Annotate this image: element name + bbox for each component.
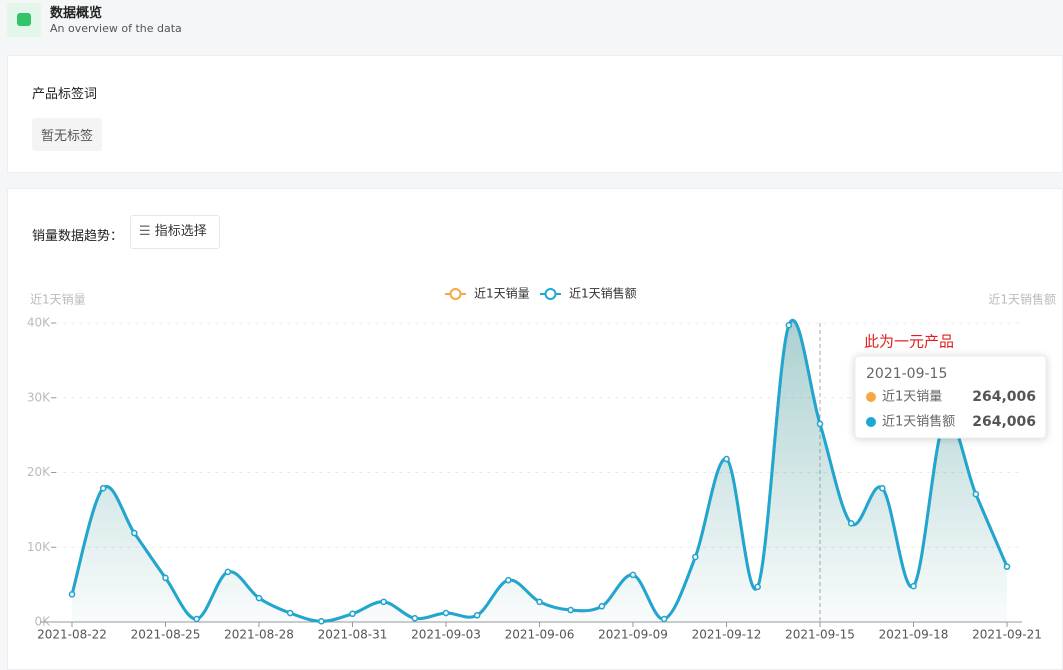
x-tick-label: 2021-09-06 [505,628,575,642]
metric-button[interactable]: ☰ 指标选择 [130,215,220,249]
point [224,568,232,576]
point [723,455,730,463]
point [972,490,980,498]
metric-button-label: 指标选择 [154,224,207,239]
point [380,598,387,606]
tooltip [854,355,1047,439]
tooltip-date: 2021-09-15 [866,366,947,382]
y-tick-label: 20K [27,465,51,479]
header-subtitle: An overview of the data [50,22,182,35]
x-tick-label: 2021-08-28 [224,628,294,642]
point [567,606,574,614]
tag-title: 产品标签词 [32,87,98,102]
x-tick-label: 2021-09-18 [879,628,949,642]
y-axis-label: 近1天销量 [30,293,86,307]
tooltip-name: 近1天销量 [882,390,942,405]
point [816,420,824,428]
point [411,615,419,622]
y2-axis-label: 近1天销售额 [988,292,1056,307]
x-tick-label: 2021-08-31 [318,628,388,642]
point [879,484,886,492]
point [473,612,481,619]
point [442,609,450,617]
point [131,529,138,537]
x-tick-label: 2021-09-15 [785,628,855,642]
trend-title: 销量数据趋势： [32,229,124,244]
x-tick-label: 2021-09-21 [972,628,1042,642]
x-tick-label: 2021-09-03 [411,628,481,642]
point [193,615,200,623]
x-tick-label: 2021-09-09 [598,628,668,642]
point [349,610,356,618]
point [286,609,294,617]
point [660,615,668,623]
tooltip-dot [866,392,876,402]
y-tick-label: 30K [27,390,51,404]
legend-label: 近1天销量 [474,287,530,301]
y-tick-label: 10K [27,540,51,554]
x-tick-label: 2021-08-25 [131,628,201,642]
annotation: 此为一元产品 [864,333,954,351]
point [598,603,606,610]
point [505,576,512,584]
legend-symbol [449,288,462,300]
point [536,598,543,606]
point [162,574,169,582]
y-tick-label: 40K [27,316,51,330]
legend-symbol [544,288,557,300]
point [318,618,325,625]
tooltip-dot [866,417,876,427]
point [785,321,793,329]
point [692,553,699,561]
tooltip-value: 264,006 [972,414,1036,430]
x-tick-label: 2021-09-12 [692,628,762,642]
x-tick-label: 2021-08-22 [37,628,107,642]
point [99,484,107,492]
point [255,594,263,602]
header-icon [7,3,41,37]
point [629,571,637,579]
point [910,582,917,590]
header-title: 数据概览 [50,6,103,21]
legend-label: 近1天销售额 [569,286,637,301]
tag: 暂无标签 [32,118,103,151]
area [72,320,1007,622]
point [754,583,761,591]
tooltip-name: 近1天销售额 [882,414,955,430]
tag-card: 产品标签词 暂无标签 [7,55,1063,173]
point [847,520,855,527]
tooltip-value: 264,006 [972,389,1036,405]
point [1003,563,1011,570]
point [68,591,76,598]
